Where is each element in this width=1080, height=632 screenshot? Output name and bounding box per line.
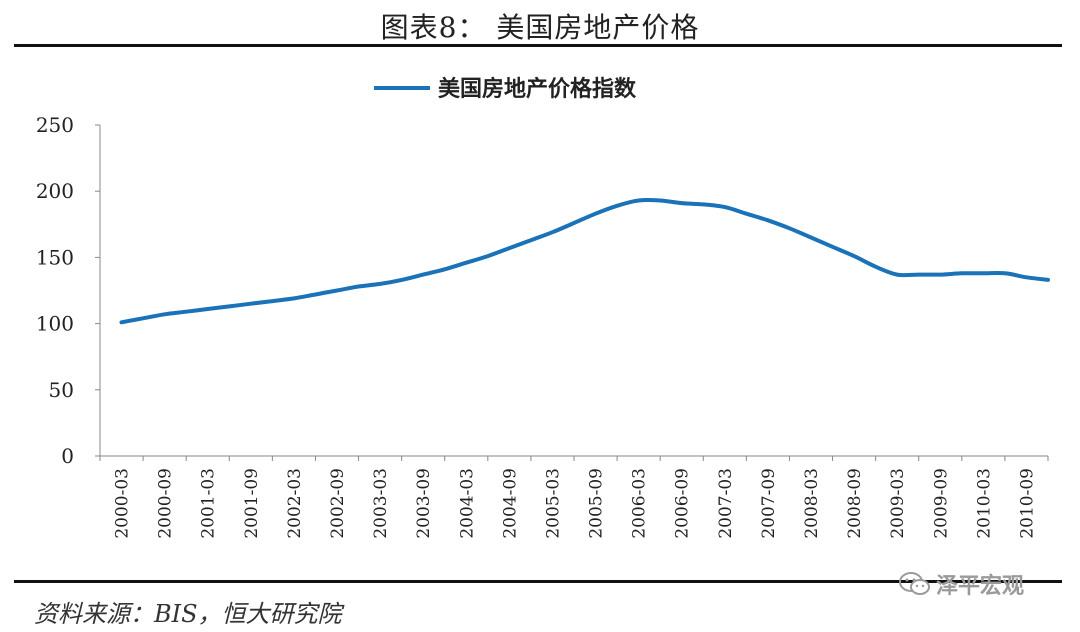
y-tick-label: 150 — [36, 245, 74, 269]
x-tick-label: 2008-03 — [802, 468, 822, 539]
y-tick-label: 0 — [61, 444, 74, 468]
bottom-rule — [14, 580, 1062, 583]
x-tick-label: 2001-03 — [199, 468, 219, 539]
x-tick-label: 2003-03 — [371, 468, 391, 539]
y-tick-label: 50 — [49, 378, 74, 402]
x-tick-label: 2004-09 — [500, 468, 520, 539]
x-tick-label: 2006-03 — [630, 468, 650, 539]
x-tick-label: 2009-09 — [931, 468, 951, 539]
x-tick-label: 2010-09 — [1017, 468, 1037, 539]
chart-area: 美国房地产价格指数 0 50 100 150 200 250 2000-03 2000-09… — [28, 48, 1060, 562]
x-tick-label: 2000-09 — [156, 468, 176, 539]
y-tick-label: 250 — [36, 113, 74, 137]
x-tick-label: 2006-09 — [673, 468, 693, 539]
x-tick-label: 2007-09 — [759, 468, 779, 539]
legend: 美国房地产价格指数 — [374, 76, 637, 102]
line-chart: 美国房地产价格指数 0 50 100 150 200 250 2000-03 2000-09… — [36, 76, 1050, 539]
x-tick-label: 2005-09 — [587, 468, 607, 539]
x-tick-label: 2005-03 — [543, 468, 563, 539]
x-tick-label: 2002-09 — [328, 468, 348, 539]
x-tick-label: 2008-09 — [845, 468, 865, 539]
x-axis: 2000-03 2000-09 2001-03 2001-09 2002-03 2002-… — [99, 455, 1049, 539]
x-tick-label: 2004-03 — [457, 468, 477, 539]
x-tick-label: 2000-03 — [113, 468, 133, 539]
x-tick-label: 2010-03 — [974, 468, 994, 539]
top-rule — [14, 44, 1062, 47]
watermark-text: 泽平宏观 — [936, 574, 1025, 599]
legend-label: 美国房地产价格指数 — [438, 76, 637, 102]
y-tick-label: 200 — [36, 179, 74, 203]
y-axis: 0 50 100 150 200 250 — [36, 113, 101, 468]
wechat-icon — [899, 572, 930, 595]
x-tick-label: 2001-09 — [242, 468, 262, 539]
series-group — [119, 197, 1050, 325]
x-tick-label: 2002-03 — [285, 468, 305, 539]
watermark: 泽平宏观 — [898, 568, 1024, 600]
x-tick-label: 2009-03 — [888, 468, 908, 539]
x-tick-label: 2007-03 — [716, 468, 736, 539]
series-line — [119, 197, 1050, 325]
figure-title: 图表8： 美国房地产价格 — [380, 11, 700, 44]
x-tick-label: 2003-09 — [414, 468, 434, 539]
source-note: 资料来源：BIS，恒大研究院 — [34, 600, 342, 628]
y-tick-label: 100 — [36, 312, 74, 336]
